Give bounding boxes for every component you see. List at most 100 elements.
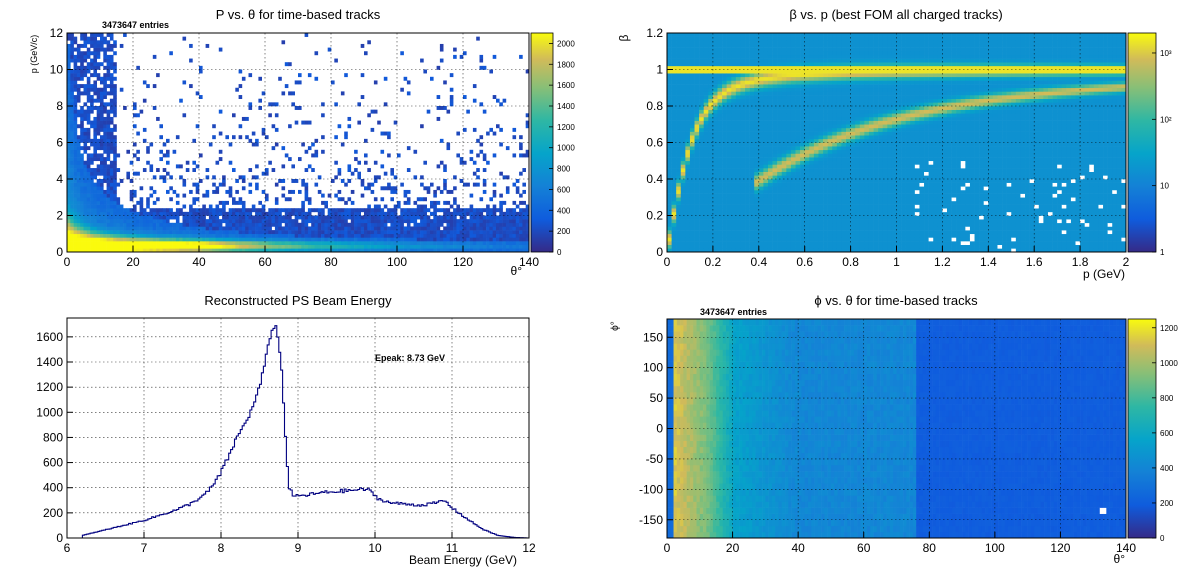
heatmap-cell: [202, 244, 206, 249]
heatmap-cell: [667, 91, 672, 96]
heatmap-cell: [80, 226, 84, 231]
heatmap-cell: [777, 69, 783, 74]
heatmap-cell: [113, 168, 117, 172]
heatmap-cell: [754, 142, 760, 147]
heatmap-cell: [809, 222, 815, 227]
heatmap-cell: [76, 149, 81, 154]
heatmap-cell: [786, 58, 792, 63]
heatmap-cell: [781, 87, 787, 92]
heatmap-cell: [86, 120, 91, 125]
y-axis-label: p (GeV/c): [29, 35, 39, 74]
heatmap-cell: [505, 248, 510, 253]
heatmap-cell: [735, 69, 741, 74]
heatmap-cell: [169, 197, 173, 202]
heatmap-cell: [735, 73, 741, 78]
heatmap-cell: [106, 58, 111, 63]
heatmap-cell: [245, 241, 249, 245]
heatmap-cell: [430, 204, 434, 209]
heatmap-cell: [667, 102, 672, 107]
heatmap-cell: [519, 244, 523, 249]
heatmap-cell: [324, 222, 328, 227]
heatmap-cell: [255, 226, 259, 231]
heatmap-cell: [311, 226, 315, 231]
heatmap-cell: [406, 168, 411, 172]
heatmap-cell: [185, 222, 190, 227]
heatmap-cell: [162, 175, 167, 180]
heatmap-cell: [717, 182, 723, 187]
heatmap-cell: [162, 244, 167, 249]
heatmap-cell: [423, 208, 427, 213]
heatmap-cell: [800, 87, 805, 92]
heatmap-cell: [694, 84, 700, 89]
heatmap-cell: [804, 248, 810, 253]
heatmap-cell: [777, 113, 783, 118]
heatmap-cell: [100, 116, 104, 121]
heatmap-cell: [294, 208, 299, 213]
heatmap-cell: [740, 124, 746, 129]
heatmap-cell: [70, 237, 74, 242]
heatmap-cell: [676, 241, 682, 245]
heatmap-cell: [103, 131, 107, 136]
heatmap-cell: [83, 142, 88, 147]
heatmap-cell: [754, 102, 760, 107]
heatmap-cell: [800, 113, 805, 118]
heatmap-cell: [449, 204, 454, 209]
heatmap-cell: [410, 241, 414, 245]
heatmap-cell: [90, 193, 94, 198]
heatmap-cell: [189, 84, 193, 89]
heatmap-cell: [90, 157, 94, 162]
heatmap-cell: [307, 215, 312, 220]
heatmap-cell: [712, 189, 718, 194]
heatmap-cell: [804, 175, 810, 180]
heatmap-cell: [172, 189, 177, 194]
heatmap-cell: [337, 248, 342, 253]
heatmap-cell: [496, 208, 500, 213]
heatmap-cell: [804, 51, 810, 56]
heatmap-cell: [703, 65, 709, 70]
heatmap-cell: [334, 244, 338, 249]
heatmap-cell: [367, 215, 371, 220]
heatmap-cell: [93, 106, 97, 110]
heatmap-cell: [255, 219, 259, 224]
heatmap-cell: [763, 65, 769, 70]
heatmap-cell: [67, 241, 71, 245]
heatmap-cell: [505, 219, 510, 224]
heatmap-cell: [426, 237, 431, 242]
heatmap-cell: [809, 58, 815, 63]
heatmap-cell: [731, 248, 737, 253]
heatmap-cell: [818, 186, 824, 191]
heatmap-cell: [689, 135, 695, 140]
heatmap-cell: [321, 230, 325, 235]
heatmap-cell: [222, 248, 226, 253]
heatmap-cell: [406, 226, 411, 231]
heatmap-cell: [367, 230, 371, 235]
heatmap-cell: [284, 233, 289, 238]
heatmap-cell: [699, 189, 705, 194]
heatmap-cell: [350, 226, 355, 231]
heatmap-cell: [800, 204, 805, 209]
heatmap-cell: [786, 102, 792, 107]
heatmap-cell: [76, 153, 81, 158]
heatmap-cell: [80, 76, 84, 81]
heatmap-cell: [772, 237, 778, 242]
heatmap-cell: [680, 91, 686, 96]
heatmap-cell: [772, 160, 778, 165]
heatmap-cell: [377, 175, 381, 180]
heatmap-cell: [113, 142, 117, 147]
heatmap-cell: [96, 244, 101, 249]
heatmap-cell: [166, 233, 170, 238]
heatmap-cell: [754, 113, 760, 118]
heatmap-cell: [96, 124, 101, 129]
heatmap-cell: [136, 226, 140, 231]
heatmap-cell: [469, 244, 474, 249]
heatmap-cell: [265, 171, 269, 176]
heatmap-cell: [390, 233, 394, 238]
heatmap-cell: [423, 241, 427, 245]
heatmap-cell: [189, 215, 193, 220]
heatmap-cell: [90, 226, 94, 231]
heatmap-cell: [703, 33, 709, 37]
heatmap-cell: [786, 222, 792, 227]
heatmap-cell: [406, 237, 411, 242]
heatmap-cell: [179, 164, 183, 169]
heatmap-cell: [777, 175, 783, 180]
